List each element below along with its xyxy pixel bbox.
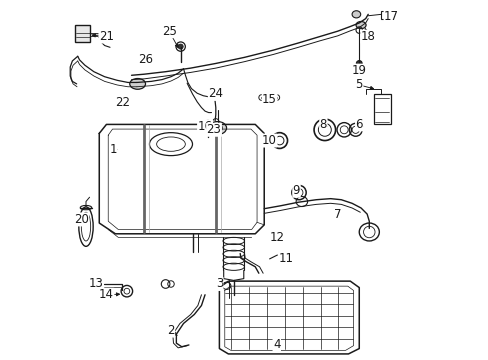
Text: 18: 18 <box>360 30 375 43</box>
Ellipse shape <box>351 11 360 18</box>
Text: 12: 12 <box>269 231 284 244</box>
Text: 4: 4 <box>272 338 280 351</box>
Text: 5: 5 <box>355 78 362 91</box>
Ellipse shape <box>129 78 145 89</box>
Text: 9: 9 <box>292 184 300 197</box>
Text: 22: 22 <box>115 96 130 109</box>
Bar <box>381 11 391 19</box>
Text: 7: 7 <box>333 208 341 221</box>
Ellipse shape <box>178 44 183 49</box>
Text: 1: 1 <box>110 143 117 156</box>
Text: 20: 20 <box>74 213 89 226</box>
Text: 19: 19 <box>351 64 366 77</box>
Text: 14: 14 <box>99 288 114 301</box>
Ellipse shape <box>356 60 362 66</box>
Text: 16: 16 <box>197 120 212 133</box>
Text: 17: 17 <box>383 10 398 23</box>
Text: 11: 11 <box>278 252 293 265</box>
Text: 6: 6 <box>355 118 362 131</box>
Ellipse shape <box>208 122 226 134</box>
Text: 23: 23 <box>206 123 221 136</box>
Text: 10: 10 <box>262 134 277 147</box>
Text: 15: 15 <box>262 93 277 106</box>
Text: 26: 26 <box>138 53 153 66</box>
Text: 13: 13 <box>88 278 103 291</box>
Ellipse shape <box>355 22 366 29</box>
Bar <box>373 94 390 125</box>
Text: 24: 24 <box>208 87 223 100</box>
Text: 2: 2 <box>167 324 174 337</box>
Text: 21: 21 <box>99 30 114 43</box>
Text: 3: 3 <box>215 278 223 291</box>
Bar <box>75 25 90 42</box>
Text: 25: 25 <box>162 25 176 38</box>
Text: 8: 8 <box>319 118 326 131</box>
